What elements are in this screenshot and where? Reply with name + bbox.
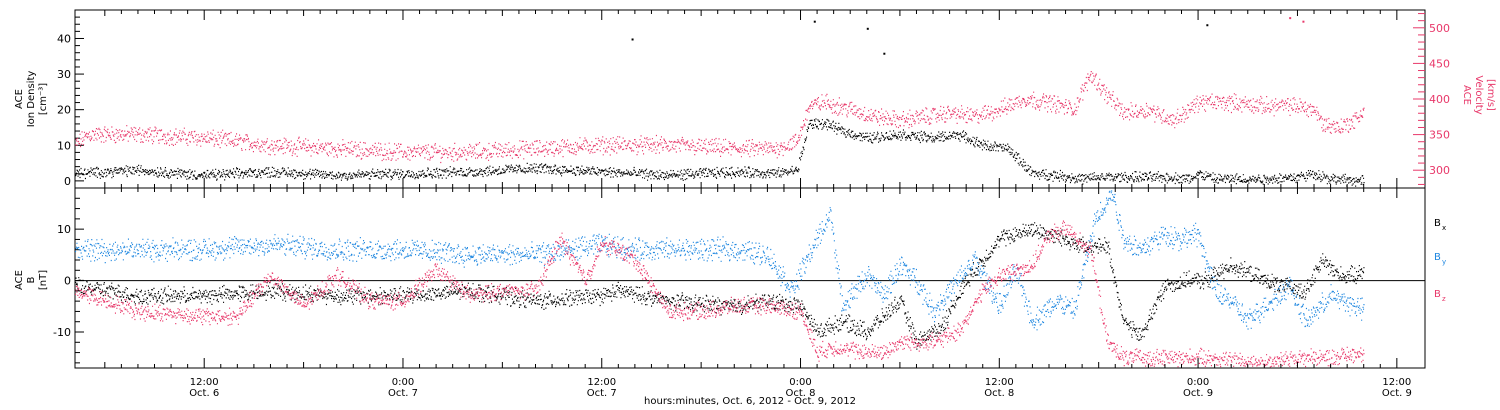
b-tick-label: -10 <box>53 326 71 339</box>
velocity-axis-label-line2: Velocity <box>1473 75 1484 114</box>
time-tick-label: 0:00 <box>1187 377 1209 388</box>
velocity-tick-label: 350 <box>1429 129 1450 142</box>
time-tick-label: 12:00 <box>587 377 616 388</box>
velocity-axis-ticks: 300 350 400 450 500 <box>1413 13 1450 185</box>
b-axis-label-line3: [nT] <box>38 270 49 290</box>
date-tick-label: Oct. 8 <box>984 388 1014 399</box>
density-axis-label-line1: ACE <box>14 89 25 109</box>
velocity-tick-label: 450 <box>1429 57 1450 70</box>
b-tick-label: 10 <box>57 223 71 236</box>
legend-by: B <box>1434 252 1441 263</box>
velocity-tick-label: 400 <box>1429 93 1450 106</box>
velocity-outlier <box>1289 17 1292 20</box>
density-outlier <box>813 20 816 23</box>
density-tick-label: 40 <box>57 32 71 45</box>
density-velocity-series <box>75 17 1365 187</box>
date-tick-label: Oct. 9 <box>1382 388 1412 399</box>
b-field-series <box>75 190 1365 368</box>
density-axis-label-line3: [cm⁻³] <box>38 83 49 115</box>
date-tick-label: Oct. 7 <box>587 388 617 399</box>
date-tick-label: Oct. 6 <box>189 388 219 399</box>
density-tick-label: 30 <box>57 68 71 81</box>
time-tick-label: 0:00 <box>392 377 414 388</box>
bz-points <box>75 220 1365 368</box>
time-tick-label: 12:00 <box>1382 377 1411 388</box>
legend-bz: B <box>1434 289 1441 300</box>
x-axis-title: hours:minutes, Oct. 6, 2012 - Oct. 9, 20… <box>644 396 856 407</box>
date-tick-label: Oct. 9 <box>1183 388 1213 399</box>
density-outlier <box>631 38 634 41</box>
velocity-tick-label: 300 <box>1429 164 1450 177</box>
density-tick-label: 10 <box>57 139 71 152</box>
time-tick-label: 12:00 <box>190 377 219 388</box>
b-axis-label-line2: B <box>26 276 37 283</box>
density-outlier <box>1206 24 1209 27</box>
legend-subscript: z <box>1442 295 1446 303</box>
date-tick-label: Oct. 8 <box>786 388 816 399</box>
velocity-axis-label-line3: [km/s] <box>1485 79 1496 111</box>
legend-subscript: x <box>1442 224 1446 232</box>
density-axis-ticks: 0 10 20 30 40 <box>57 16 84 188</box>
legend-subscript: y <box>1442 258 1446 266</box>
b-axis-label-line1: ACE <box>14 270 25 290</box>
density-outlier <box>866 27 869 30</box>
velocity-axis-label-line1: ACE <box>1461 85 1472 105</box>
date-tick-label: Oct. 7 <box>388 388 418 399</box>
by-points <box>75 190 1365 331</box>
velocity-points <box>75 71 1365 164</box>
legend-bx: B <box>1434 218 1441 229</box>
panel-bottom-frame <box>74 187 1426 369</box>
density-tick-label: 20 <box>57 104 71 117</box>
density-points <box>75 118 1365 187</box>
density-outlier <box>883 52 886 55</box>
velocity-tick-label: 500 <box>1429 22 1450 35</box>
time-tick-label: 12:00 <box>985 377 1014 388</box>
time-tick-label: 0:00 <box>789 377 811 388</box>
b-axis-ticks: -10 0 10 <box>53 197 84 364</box>
b-tick-label: 0 <box>64 275 71 288</box>
velocity-outlier <box>1302 20 1305 23</box>
density-tick-label: 0 <box>64 175 71 188</box>
density-axis-label-line2: Ion Density <box>26 71 37 128</box>
